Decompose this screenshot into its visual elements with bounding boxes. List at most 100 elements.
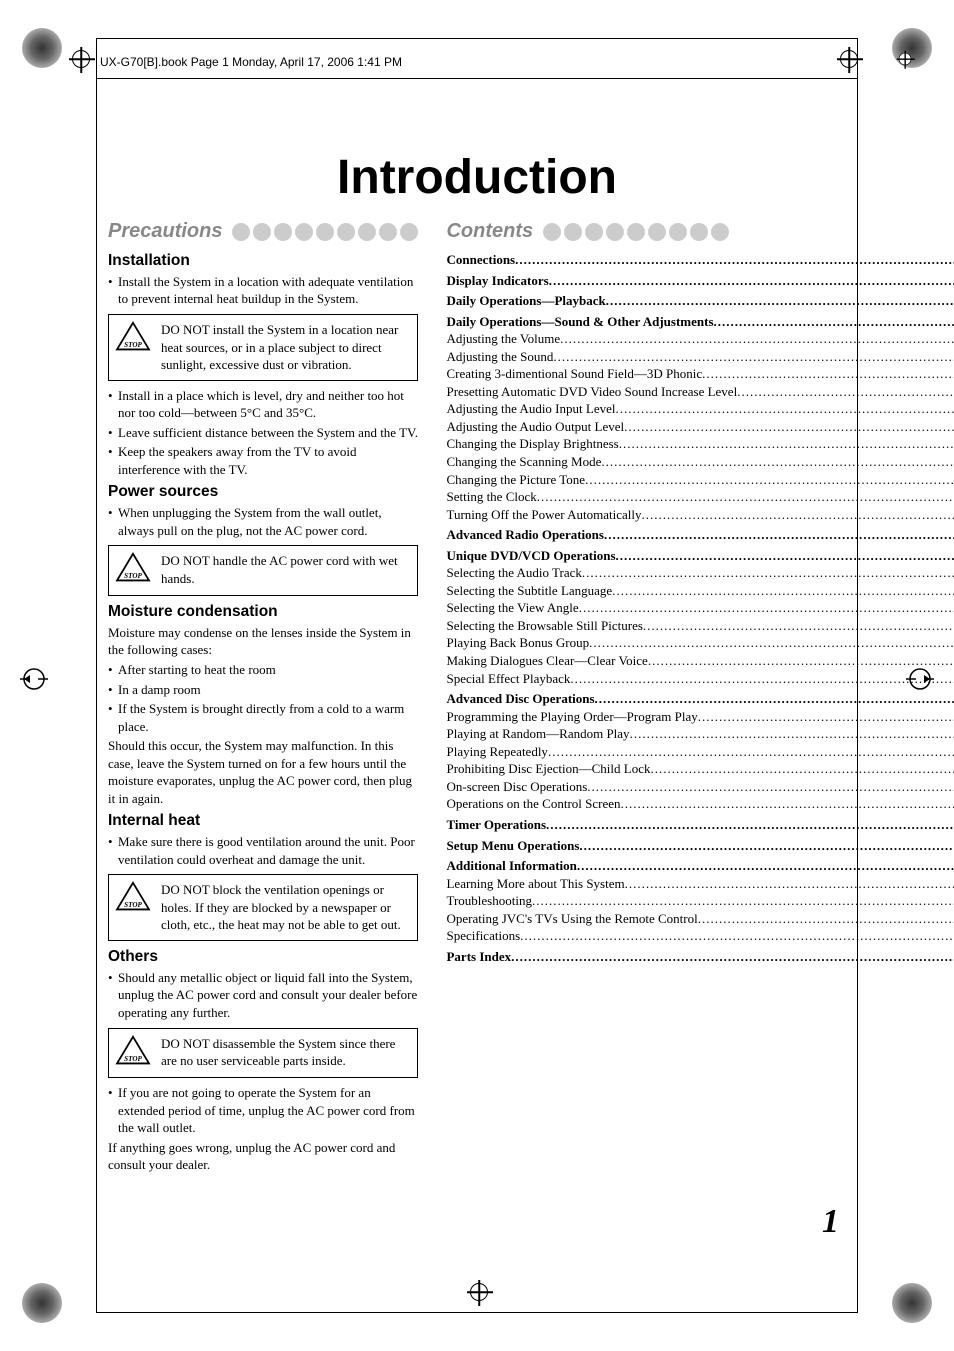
svg-text:STOP: STOP bbox=[124, 1054, 142, 1062]
toc-title: Specifications bbox=[446, 927, 520, 945]
header-dots bbox=[543, 223, 729, 241]
edge-mark-l2 bbox=[20, 665, 48, 698]
others-heading: Others bbox=[108, 947, 418, 968]
toc-title: Making Dialogues Clear—Clear Voice bbox=[446, 652, 647, 670]
toc-title: Setup Menu Operations bbox=[446, 837, 579, 855]
toc-group: Daily Operations—Sound & Other Adjustmen… bbox=[446, 313, 954, 524]
svg-text:STOP: STOP bbox=[124, 572, 142, 580]
heat-warning: STOP DO NOT block the ventilation openin… bbox=[108, 874, 418, 941]
moisture-p2: Should this occur, the System may malfun… bbox=[108, 737, 418, 807]
toc-title: On-screen Disc Operations bbox=[446, 778, 587, 796]
stop-icon: STOP bbox=[115, 552, 151, 589]
content-area: Precautions Installation •Install the Sy… bbox=[108, 218, 846, 1251]
toc-title: Additional Information bbox=[446, 857, 576, 875]
main-title: Introduction bbox=[0, 150, 954, 205]
left-column: Precautions Installation •Install the Sy… bbox=[108, 218, 418, 1251]
toc-title: Presetting Automatic DVD Video Sound Inc… bbox=[446, 383, 737, 401]
toc-leader: ........................................… bbox=[606, 292, 954, 310]
toc-title: Playing Repeatedly bbox=[446, 743, 547, 761]
toc-title: Adjusting the Audio Input Level bbox=[446, 400, 615, 418]
toc-leader: ........................................… bbox=[698, 910, 954, 928]
toc-leader: ........................................… bbox=[630, 725, 954, 743]
moisture-b2: •In a damp room bbox=[108, 681, 418, 699]
stop-icon: STOP bbox=[115, 1035, 151, 1072]
toc-leader: ........................................… bbox=[648, 652, 954, 670]
toc-line: Connections.............................… bbox=[446, 251, 954, 269]
header-dots bbox=[232, 223, 418, 241]
toc-subline: Selecting the View Angle................… bbox=[446, 599, 954, 617]
toc-title: Learning More about This System bbox=[446, 875, 624, 893]
toc-subline: Prohibiting Disc Ejection—Child Lock....… bbox=[446, 760, 954, 778]
heat-b1: •Make sure there is good ventilation aro… bbox=[108, 833, 418, 868]
toc-line: Parts Index ............................… bbox=[446, 948, 954, 966]
page-header: UX-G70[B].book Page 1 Monday, April 17, … bbox=[100, 55, 854, 69]
toc-group: Parts Index ............................… bbox=[446, 948, 954, 966]
toc-leader: ........................................… bbox=[515, 251, 954, 269]
installation-b2: •Install in a place which is level, dry … bbox=[108, 387, 418, 422]
toc-subline: Operations on the Control Screen........… bbox=[446, 795, 954, 813]
toc-title: Selecting the View Angle bbox=[446, 599, 578, 617]
toc-leader: ........................................… bbox=[511, 948, 954, 966]
toc-leader: ........................................… bbox=[615, 400, 954, 418]
toc-title: Selecting the Subtitle Language bbox=[446, 582, 612, 600]
precautions-header: Precautions bbox=[108, 218, 418, 245]
toc-subline: Changing the Picture Tone...............… bbox=[446, 471, 954, 489]
toc-leader: ........................................… bbox=[621, 795, 954, 813]
others-warn-text: DO NOT disassemble the System since ther… bbox=[161, 1035, 409, 1070]
toc-leader: ........................................… bbox=[587, 778, 954, 796]
toc-title: Operating JVC's TVs Using the Remote Con… bbox=[446, 910, 697, 928]
installation-warn-text: DO NOT install the System in a location … bbox=[161, 321, 409, 374]
toc-subline: Adjusting the Volume....................… bbox=[446, 330, 954, 348]
right-column: Contents Connections....................… bbox=[446, 218, 954, 1251]
toc-title: Advanced Disc Operations bbox=[446, 690, 594, 708]
svg-text:STOP: STOP bbox=[124, 901, 142, 909]
toc-subline: Making Dialogues Clear—Clear Voice......… bbox=[446, 652, 954, 670]
precautions-title: Precautions bbox=[108, 218, 222, 245]
toc-line: Timer Operations........................… bbox=[446, 816, 954, 834]
toc-group: Advanced Radio Operations...............… bbox=[446, 526, 954, 544]
toc-leader: ........................................… bbox=[589, 634, 954, 652]
stop-icon: STOP bbox=[115, 321, 151, 358]
moisture-heading: Moisture condensation bbox=[108, 602, 418, 623]
toc-title: Operations on the Control Screen bbox=[446, 795, 620, 813]
corner-mark-br bbox=[892, 1283, 932, 1323]
others-warning: STOP DO NOT disassemble the System since… bbox=[108, 1028, 418, 1079]
others-b2: •If you are not going to operate the Sys… bbox=[108, 1084, 418, 1137]
page-number: 1 bbox=[822, 1203, 839, 1241]
toc-group: Setup Menu Operations...................… bbox=[446, 837, 954, 855]
toc-leader: ........................................… bbox=[651, 760, 954, 778]
toc-subline: Setting the Clock.......................… bbox=[446, 488, 954, 506]
reg-circle-tr2 bbox=[899, 53, 912, 66]
toc-title: Programming the Playing Order—Program Pl… bbox=[446, 708, 697, 726]
toc-leader: ........................................… bbox=[643, 617, 954, 635]
toc-leader: ........................................… bbox=[595, 690, 954, 708]
heat-heading: Internal heat bbox=[108, 811, 418, 832]
toc-leader: ........................................… bbox=[549, 272, 954, 290]
heat-warn-text: DO NOT block the ventilation openings or… bbox=[161, 881, 409, 934]
toc-line: Display Indicators......................… bbox=[446, 272, 954, 290]
toc-leader: ........................................… bbox=[604, 526, 954, 544]
toc-subline: Programming the Playing Order—Program Pl… bbox=[446, 708, 954, 726]
toc-leader: ........................................… bbox=[548, 743, 954, 761]
stop-icon: STOP bbox=[115, 881, 151, 918]
toc-subline: Playing Repeatedly......................… bbox=[446, 743, 954, 761]
toc-subline: Operating JVC's TVs Using the Remote Con… bbox=[446, 910, 954, 928]
toc-title: Display Indicators bbox=[446, 272, 548, 290]
toc-group: Daily Operations—Playback...............… bbox=[446, 292, 954, 310]
installation-b4: •Keep the speakers away from the TV to a… bbox=[108, 443, 418, 478]
installation-b1: •Install the System in a location with a… bbox=[108, 273, 418, 308]
toc-title: Special Effect Playback bbox=[446, 670, 570, 688]
contents-header: Contents bbox=[446, 218, 954, 245]
toc-line: Daily Operations—Sound & Other Adjustmen… bbox=[446, 313, 954, 331]
toc-subline: Changing the Display Brightness.........… bbox=[446, 435, 954, 453]
contents-title: Contents bbox=[446, 218, 533, 245]
toc-leader: ........................................… bbox=[616, 547, 954, 565]
toc-leader: ........................................… bbox=[641, 506, 954, 524]
others-b1: •Should any metallic object or liquid fa… bbox=[108, 969, 418, 1022]
toc-title: Creating 3-dimentional Sound Field—3D Ph… bbox=[446, 365, 702, 383]
toc-subline: Adjusting the Sound.....................… bbox=[446, 348, 954, 366]
toc-subline: Selecting the Browsable Still Pictures..… bbox=[446, 617, 954, 635]
power-heading: Power sources bbox=[108, 482, 418, 503]
toc-group: Additional Information..................… bbox=[446, 857, 954, 945]
toc-title: Playing at Random—Random Play bbox=[446, 725, 629, 743]
